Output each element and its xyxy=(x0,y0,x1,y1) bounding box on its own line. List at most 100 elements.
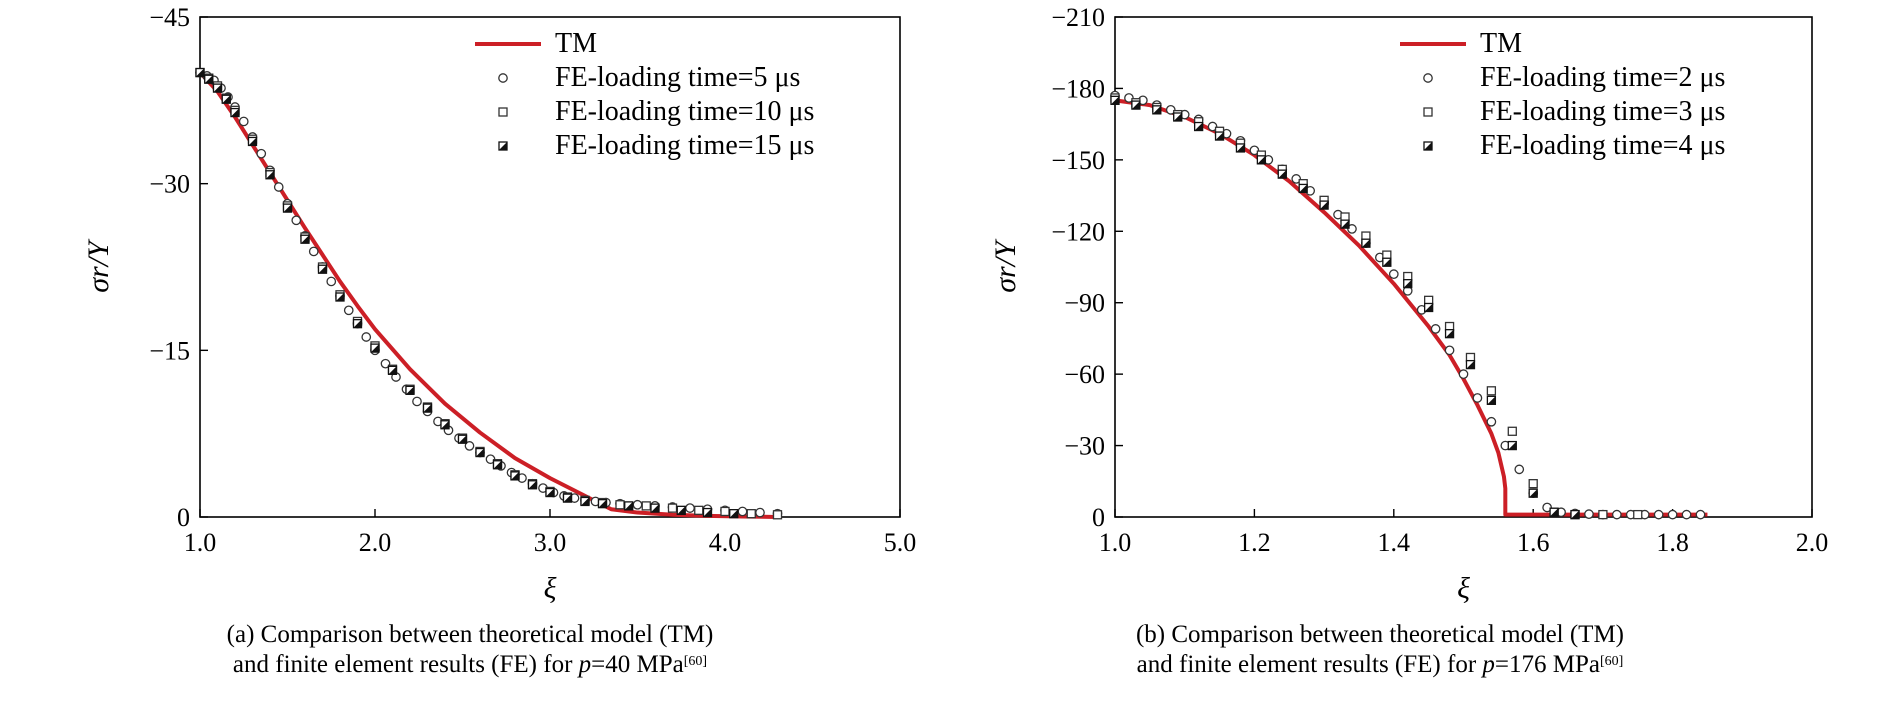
chart-b-data-point xyxy=(1207,121,1218,132)
chart-b-data-point xyxy=(1298,183,1308,194)
chart-a-data-point xyxy=(676,505,686,515)
chart-b-data-point-fill xyxy=(1257,155,1266,164)
chart-b-data-point-fill xyxy=(1361,239,1370,248)
chart-b-data-point xyxy=(1110,95,1120,105)
caption-a: (a) Comparison between theoretical model… xyxy=(120,620,820,680)
chart-b-data-point xyxy=(1340,219,1350,229)
chart-a-data-point xyxy=(475,447,485,458)
chart-a-y-tick-label: −30 xyxy=(149,170,190,199)
chart-b-y-tick-label: −30 xyxy=(1064,432,1105,461)
chart-b-data-point-fill xyxy=(1194,122,1203,131)
chart-b-data-point-fill xyxy=(1111,96,1119,105)
chart-b-plot-frame xyxy=(1114,16,1813,518)
chart-a-legend-marker xyxy=(498,73,508,83)
chart-a-legend-marker xyxy=(498,141,508,151)
chart-b-data-point-fill xyxy=(1529,489,1538,498)
chart-b-x-axis-label: ξ xyxy=(1457,572,1470,605)
chart-a-data-point-fill xyxy=(353,319,362,328)
chart-b-y-axis-label: σr/Y xyxy=(989,238,1022,293)
chart-a-x-tick-label: 3.0 xyxy=(534,528,567,557)
chart-a-data-point-fill xyxy=(546,488,554,497)
chart-a-y-tick-label: 0 xyxy=(177,503,190,532)
caption-a-line2: and finite element results (FE) for p=40… xyxy=(232,651,708,678)
chart-b-data-point xyxy=(1472,393,1483,403)
chart-b-data-point-fill xyxy=(1131,101,1140,110)
chart-a-data-point-fill xyxy=(563,494,572,503)
chart-b-legend-label: FE-loading time=4 μs xyxy=(1480,130,1725,161)
chart-b-data-point xyxy=(1598,509,1608,520)
chart-a-data-point-fill xyxy=(406,386,414,395)
chart-b-data-point xyxy=(1486,386,1497,396)
chart-a-series-3 xyxy=(195,67,739,519)
chart-b-data-point-fill xyxy=(1424,303,1433,312)
chart-a-data-point-fill xyxy=(423,404,432,413)
chart-a-data-point xyxy=(737,506,748,517)
chart-a-data-point-fill xyxy=(677,506,686,515)
chart-a-data-point xyxy=(720,506,730,517)
chart-a-legend-marker xyxy=(498,107,508,117)
chart-a-legend-label: FE-loading time=10 μs xyxy=(555,96,814,127)
chart-b: 1.0 1.2 1.4 1.6 1.8 2.0 0 −30 −60 −90 −120 −150 −180… xyxy=(989,3,1828,605)
chart-a-data-point xyxy=(230,107,240,118)
chart-a-data-point xyxy=(422,403,433,413)
chart-a-data-point xyxy=(694,505,704,515)
chart-b-y-tick-label: −150 xyxy=(1051,146,1105,175)
chart-a-data-point xyxy=(755,507,765,518)
chart-a-legend-label: FE-loading time=15 μs xyxy=(555,130,814,161)
chart-b-data-point xyxy=(1249,145,1260,156)
chart-b-data-point xyxy=(1584,509,1594,519)
chart-b-data-point xyxy=(1633,509,1643,520)
chart-b-y-tick-label: −120 xyxy=(1051,217,1105,246)
chart-b-data-point xyxy=(1465,359,1476,370)
chart-b-data-point xyxy=(1235,143,1246,153)
chart-b-data-point xyxy=(1570,509,1580,520)
chart-a-x-tick-label: 4.0 xyxy=(709,528,742,557)
chart-b-data-point-fill xyxy=(1487,396,1496,405)
chart-a-data-point-fill xyxy=(301,235,309,244)
chart-b-data-point xyxy=(1681,509,1692,520)
chart-a-data-point xyxy=(624,501,634,511)
chart-a-data-point xyxy=(308,246,319,257)
chart-a-data-point xyxy=(597,499,608,509)
chart-a-data-point-fill xyxy=(441,420,449,429)
chart-b-data-point-fill xyxy=(1152,105,1161,114)
chart-a-data-point xyxy=(510,471,520,481)
chart-a-data-point-fill xyxy=(388,366,397,375)
chart-a-data-point xyxy=(527,480,538,490)
chart-a-y-axis-label: σr/Y xyxy=(82,238,115,293)
chart-a-data-point-fill xyxy=(581,497,589,506)
chart-b-data-point xyxy=(1361,238,1371,248)
chart-a-x-tick-label: 2.0 xyxy=(359,528,392,557)
chart-a-legend-marker-fill xyxy=(499,142,507,150)
chart-b-data-point xyxy=(1152,105,1162,115)
chart-a-data-point xyxy=(457,434,468,444)
chart-b-data-point xyxy=(1382,257,1392,267)
caption-a-line1: (a) Comparison between theoretical model… xyxy=(226,621,714,648)
chart-a-data-point xyxy=(247,136,258,147)
chart-a-data-point-fill xyxy=(283,204,292,213)
chart-b-data-point xyxy=(1514,464,1525,475)
chart-a-data-point xyxy=(265,170,275,180)
chart-a-data-point xyxy=(256,148,267,159)
chart-a-data-point xyxy=(343,305,354,316)
chart-b-data-point-fill xyxy=(1403,279,1412,288)
chart-b-data-point xyxy=(1542,502,1552,513)
chart-a-data-point-fill xyxy=(458,435,467,444)
chart-b-data-point xyxy=(1667,509,1678,520)
chart-b-data-point xyxy=(1430,324,1441,334)
chart-b-data-point xyxy=(1131,100,1141,110)
chart-b-data-point-fill xyxy=(1173,113,1182,121)
chart-b-data-point xyxy=(1124,93,1134,103)
chart-b-x-tick-label: 1.6 xyxy=(1517,528,1550,557)
chart-b-data-point xyxy=(1165,105,1176,115)
chart-a-data-point xyxy=(212,83,223,93)
chart-b-data-point xyxy=(1193,121,1204,132)
chart-a-data-point xyxy=(545,487,555,498)
chart-b-x-tick-label: 1.8 xyxy=(1656,528,1689,557)
chart-a-legend-label: TM xyxy=(555,28,597,59)
chart-a-data-point xyxy=(412,396,422,407)
chart-a-data-point-fill xyxy=(213,84,222,93)
chart-a-data-point-fill xyxy=(651,504,659,513)
chart-a-x-tick-label: 1.0 xyxy=(184,528,217,557)
